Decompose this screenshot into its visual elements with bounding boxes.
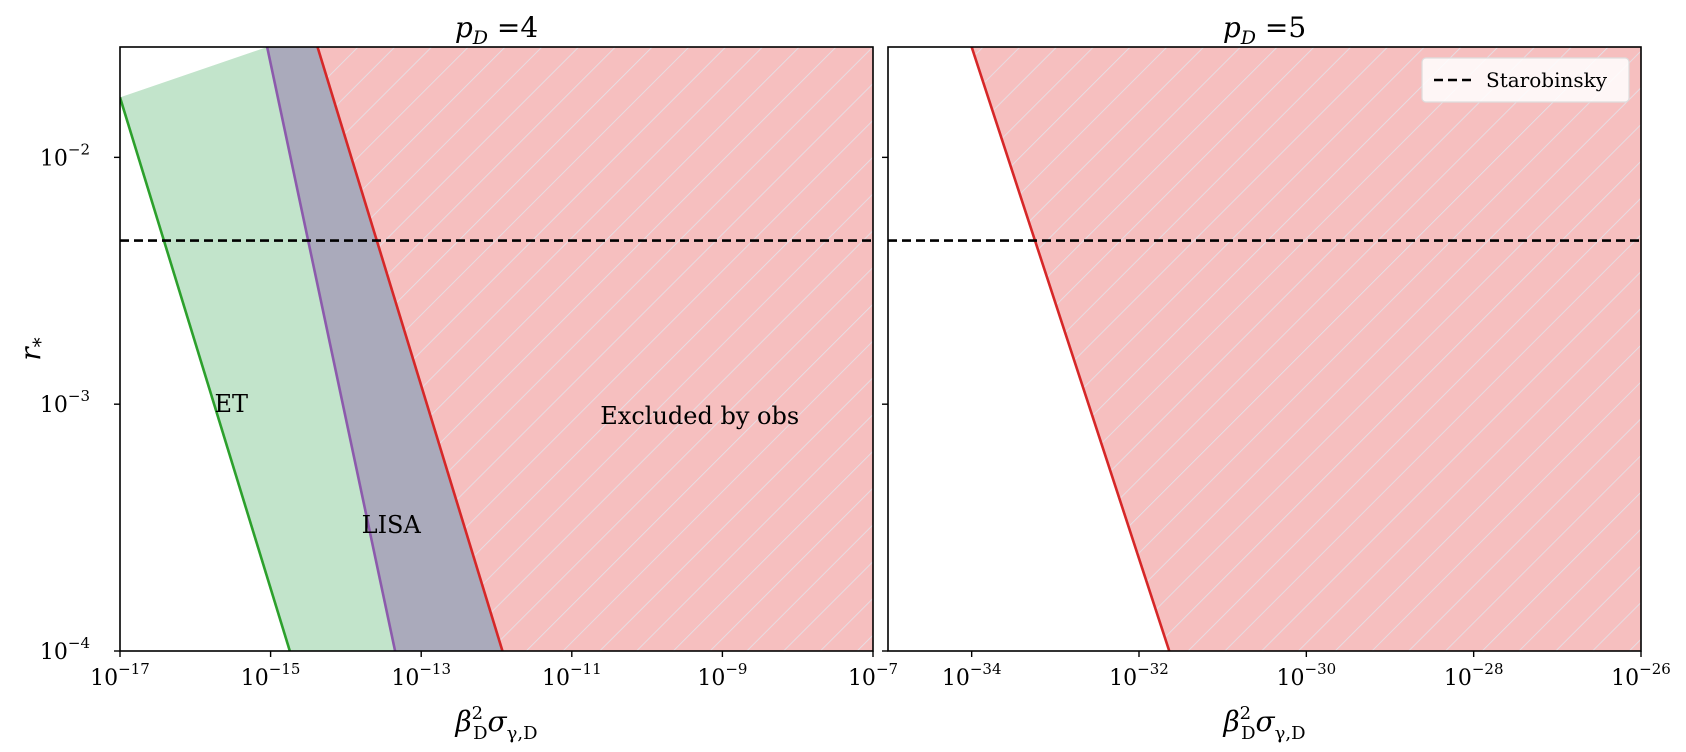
excluded-by-obs-boundary xyxy=(970,47,1171,651)
annotation-excluded-by-obs: Excluded by obs xyxy=(600,402,799,430)
axes-frame xyxy=(119,46,874,652)
x-tick-label: 10−17 xyxy=(90,660,150,691)
x-tick-label: 10−11 xyxy=(542,660,602,691)
annotation-et: ET xyxy=(214,390,248,418)
plot-area xyxy=(120,47,873,651)
et-region xyxy=(120,47,396,651)
legend-box xyxy=(1421,57,1630,103)
x-axis-label: β2 Dσγ,D xyxy=(454,703,537,744)
legend: Starobinsky xyxy=(1421,57,1630,103)
left-panel: 10−17 10−15 10−13 10−11 10−9 10−7 10−2 10−3 10−4… xyxy=(14,11,898,744)
panel-title: pD =4 xyxy=(455,11,538,49)
x-tick-label: 10−15 xyxy=(241,660,301,691)
panel-title: pD =5 xyxy=(1223,11,1306,49)
y-tick-label: 10−4 xyxy=(40,634,90,665)
x-tick-label: 10−32 xyxy=(1109,660,1169,691)
plot-area xyxy=(888,47,1641,651)
x-tick-label: 10−7 xyxy=(848,660,898,691)
x-axis-label: β2 Dσγ,D xyxy=(1222,703,1305,744)
annotation-lisa: LISA xyxy=(362,511,422,539)
y-tick-label: 10−3 xyxy=(40,387,90,418)
legend-label-starobinsky: Starobinsky xyxy=(1486,68,1608,92)
et-boundary xyxy=(120,96,292,651)
excluded-by-obs-hatch xyxy=(971,47,1641,651)
x-tick-label: 10−30 xyxy=(1277,660,1337,691)
axes-frame xyxy=(887,46,1642,652)
lisa-boundary xyxy=(265,47,397,651)
x-tick-label: 10−13 xyxy=(391,660,451,691)
y-tick-label: 10−2 xyxy=(40,140,90,171)
y-axis-label: r* xyxy=(14,337,52,360)
x-tick-label: 10−28 xyxy=(1444,660,1504,691)
x-tick-label: 10−34 xyxy=(942,660,1002,691)
right-panel: 10−34 10−32 10−30 10−28 10−26 pD =5 β2 Dσγ,D xyxy=(882,11,1671,744)
excluded-by-obs-boundary xyxy=(316,47,504,651)
x-tick-label: 10−9 xyxy=(697,660,747,691)
x-tick-label: 10−26 xyxy=(1611,660,1671,691)
lisa-region xyxy=(267,47,503,651)
